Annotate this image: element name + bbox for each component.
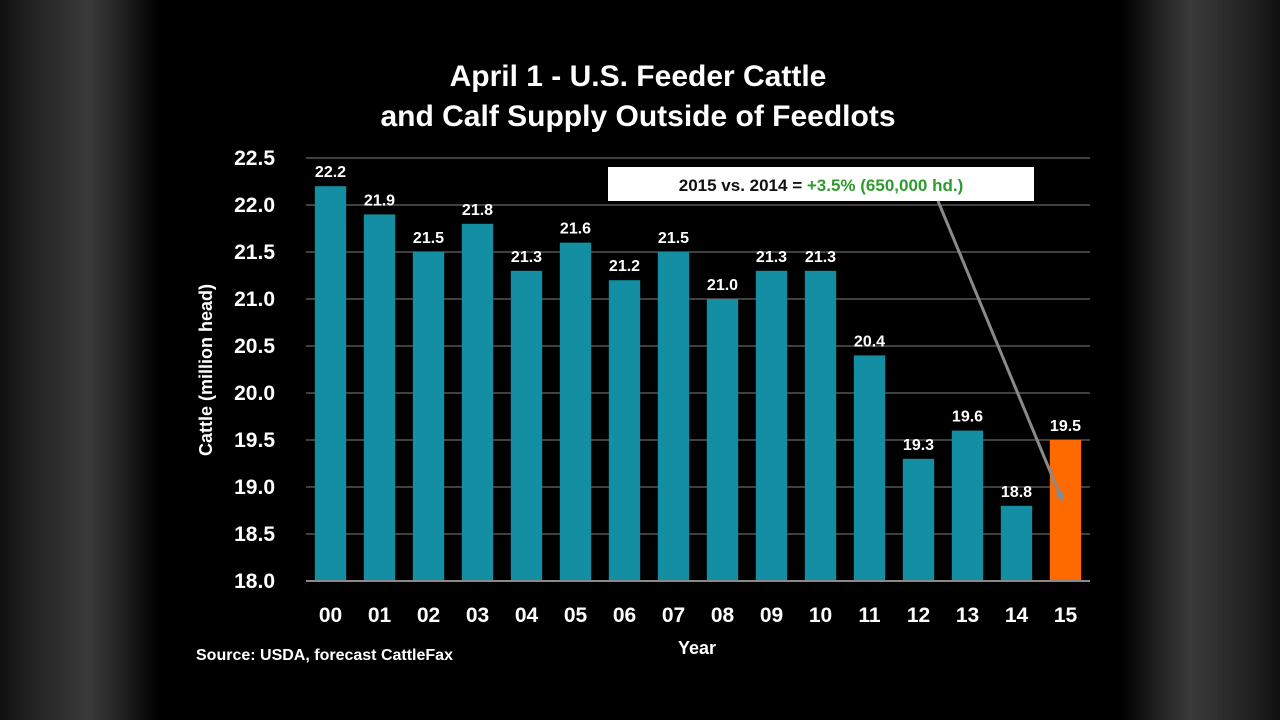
- data-label-00: 22.2: [315, 164, 346, 181]
- y-tick-label: 20.5: [234, 335, 275, 358]
- data-label-08: 21.0: [707, 277, 738, 294]
- bar-02: [413, 252, 444, 581]
- bar-07: [658, 252, 689, 581]
- chart-title-line-2: and Calf Supply Outside of Feedlots: [380, 100, 895, 133]
- bar-13: [952, 431, 983, 581]
- bar-06: [609, 280, 640, 581]
- x-tick-label-08: 08: [711, 604, 735, 627]
- data-label-09: 21.3: [756, 249, 787, 266]
- data-label-15: 19.5: [1050, 418, 1081, 435]
- x-axis-label: Year: [678, 638, 716, 658]
- chart-title-line-1: April 1 - U.S. Feeder Cattle: [450, 60, 827, 93]
- bar-14: [1001, 506, 1032, 581]
- data-label-03: 21.8: [462, 202, 493, 219]
- callout-text: 2015 vs. 2014 = +3.5% (650,000 hd.): [679, 176, 963, 195]
- callout-highlight: +3.5% (650,000 hd.): [807, 176, 963, 195]
- x-tick-label-11: 11: [858, 604, 881, 627]
- bar-05: [560, 243, 591, 581]
- y-axis-label: Cattle (million head): [196, 284, 216, 456]
- x-tick-label-15: 15: [1054, 604, 1078, 627]
- y-tick-label: 20.0: [234, 382, 275, 405]
- data-label-02: 21.5: [413, 230, 444, 247]
- y-tick-label: 19.0: [234, 476, 275, 499]
- data-label-12: 19.3: [903, 437, 934, 454]
- source-note: Source: USDA, forecast CattleFax: [196, 647, 453, 664]
- x-tick-label-13: 13: [956, 604, 979, 627]
- y-tick-label: 18.0: [234, 570, 275, 593]
- data-label-14: 18.8: [1001, 484, 1032, 501]
- bar-01: [364, 214, 395, 581]
- x-tick-label-14: 14: [1005, 604, 1029, 627]
- x-tick-label-10: 10: [809, 604, 832, 627]
- y-tick-label: 18.5: [234, 523, 275, 546]
- data-label-05: 21.6: [560, 221, 591, 238]
- y-axis-ticks: 18.0 18.5 19.0 19.5 20.0 20.5 21.0 21.5 22.0 22.5: [234, 147, 275, 593]
- y-tick-label: 19.5: [234, 429, 275, 452]
- x-tick-label-07: 07: [662, 604, 685, 627]
- callout-prefix: 2015 vs. 2014 =: [679, 176, 807, 195]
- data-label-13: 19.6: [952, 409, 983, 426]
- bar-09: [756, 271, 787, 581]
- y-tick-label: 21.0: [234, 288, 275, 311]
- y-tick-label: 22.5: [234, 147, 275, 170]
- x-tick-label-05: 05: [564, 604, 588, 627]
- x-tick-label-01: 01: [368, 604, 392, 627]
- x-tick-label-06: 06: [613, 604, 636, 627]
- data-label-10: 21.3: [805, 249, 836, 266]
- bar-10: [805, 271, 836, 581]
- y-tick-label: 21.5: [234, 241, 275, 264]
- bar-04: [511, 271, 542, 581]
- data-label-01: 21.9: [364, 192, 395, 209]
- x-tick-label-04: 04: [515, 604, 539, 627]
- bar-12: [903, 459, 934, 581]
- data-label-06: 21.2: [609, 258, 640, 275]
- x-tick-label-12: 12: [907, 604, 930, 627]
- x-tick-label-00: 00: [319, 604, 342, 627]
- y-tick-label: 22.0: [234, 194, 275, 217]
- x-tick-label-02: 02: [417, 604, 440, 627]
- bar-08: [707, 299, 738, 581]
- data-label-11: 20.4: [854, 333, 885, 350]
- data-label-07: 21.5: [658, 230, 689, 247]
- data-label-04: 21.3: [511, 249, 542, 266]
- x-tick-label-09: 09: [760, 604, 783, 627]
- bar-00: [315, 186, 346, 581]
- bar-15: [1050, 440, 1081, 581]
- bar-11: [854, 355, 885, 581]
- x-tick-label-03: 03: [466, 604, 489, 627]
- bar-03: [462, 224, 493, 581]
- x-axis-ticks: 00 01 02 03 04 05 06 07 08 09 10 11 12 13 14 15: [319, 604, 1078, 627]
